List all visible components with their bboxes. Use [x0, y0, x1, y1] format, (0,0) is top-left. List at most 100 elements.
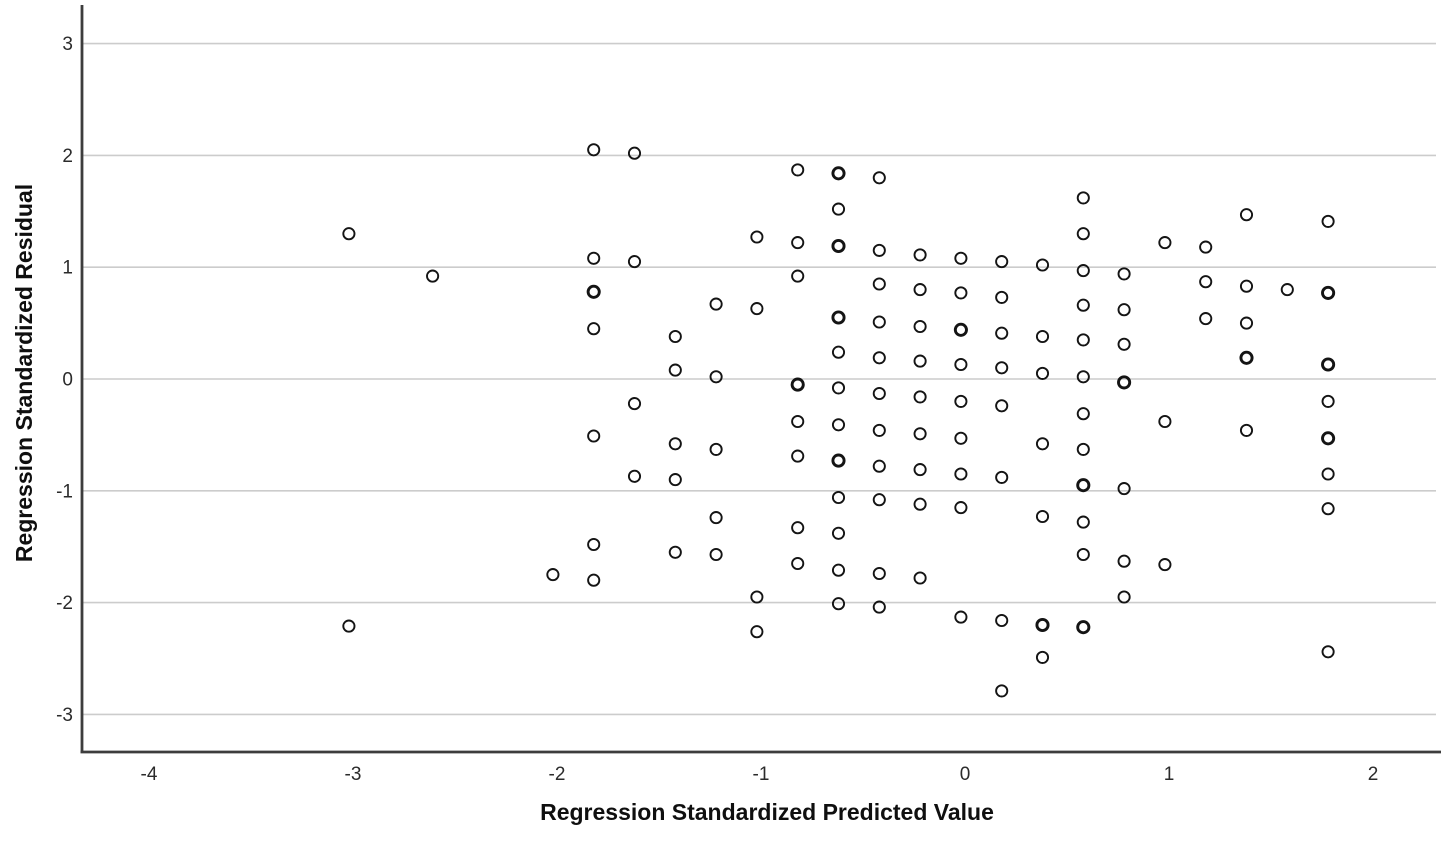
scatter-point — [668, 329, 682, 344]
scatter-point — [791, 414, 805, 429]
scatter-point — [831, 418, 846, 432]
scatter-point — [1035, 650, 1050, 664]
scatter-point — [1239, 316, 1254, 330]
scatter-point — [750, 302, 764, 316]
scatter-point — [1035, 509, 1050, 524]
scatter-point — [995, 470, 1009, 484]
scatter-point — [668, 473, 682, 487]
scatter-point — [954, 501, 968, 515]
x-tick-label--2: -2 — [549, 764, 566, 785]
scatter-point — [1158, 558, 1172, 572]
scatter-point — [1076, 370, 1090, 384]
scatter-point — [1321, 431, 1336, 446]
scatter-point — [1321, 645, 1335, 659]
scatter-point — [913, 390, 927, 404]
scatter-point — [831, 381, 846, 395]
scatter-point — [1321, 214, 1335, 228]
scatter-point — [831, 310, 846, 325]
scatter-point — [872, 493, 886, 507]
scatter-point — [1076, 620, 1091, 635]
scatter-point — [831, 453, 846, 468]
scatter-point — [627, 469, 642, 483]
scatter-point — [995, 326, 1009, 340]
scatter-point — [342, 619, 356, 633]
scatter-point — [709, 297, 723, 311]
scatter-point — [750, 625, 764, 639]
y-tick-label-3: 3 — [62, 34, 73, 55]
scatter-point — [831, 345, 846, 359]
scatter-point — [831, 563, 846, 577]
y-tick-label--3: -3 — [56, 705, 73, 726]
axes — [80, 5, 1441, 754]
scatter-point — [426, 269, 440, 283]
x-tick-label-1: 1 — [1164, 764, 1175, 785]
scatter-point — [1035, 437, 1050, 451]
y-tick-label-1: 1 — [62, 258, 73, 279]
scatter-point — [954, 286, 968, 300]
scatter-point — [750, 230, 764, 244]
scatter-point — [831, 526, 846, 540]
scatter-point — [995, 255, 1009, 269]
y-tick-label-0: 0 — [62, 370, 73, 391]
scatter-point — [872, 386, 886, 401]
scatter-point — [709, 370, 723, 384]
scatter-point — [709, 547, 723, 562]
scatter-point — [587, 573, 601, 587]
scatter-point — [587, 143, 601, 157]
scatter-point — [1117, 375, 1132, 390]
scatter-point — [831, 597, 846, 611]
scatter-point — [1117, 554, 1131, 568]
scatter-point — [750, 590, 764, 604]
scatter-point — [1076, 515, 1090, 529]
x-axis-title: Regression Standardized Predicted Value — [540, 799, 994, 825]
tick-labels: 3 2 1 0 -1 -2 -3 -4 -3 -2 -1 0 1 2 — [56, 34, 1378, 785]
scatter-point — [995, 399, 1009, 413]
scatter-point — [872, 600, 886, 614]
scatter-point — [1117, 267, 1131, 281]
x-tick-label--3: -3 — [345, 764, 362, 785]
scatter-point — [791, 556, 805, 571]
scatter-point — [709, 442, 723, 456]
scatter-point — [1076, 407, 1090, 421]
scatter-point — [791, 236, 805, 250]
scatter-point — [913, 248, 927, 262]
scatter-point — [1158, 414, 1172, 429]
scatter-point — [668, 545, 682, 559]
scatter-point — [587, 322, 601, 336]
scatter-point — [342, 227, 356, 241]
scatter-point — [831, 238, 846, 254]
scatter-point — [913, 427, 927, 441]
scatter-point — [913, 319, 927, 334]
scatter-point — [954, 467, 968, 481]
scatter-point — [1076, 333, 1090, 347]
x-tick-label-0: 0 — [960, 764, 971, 785]
scatter-point — [872, 351, 886, 365]
scatter-point — [587, 251, 601, 265]
scatter-point — [587, 537, 601, 552]
scatter-point — [872, 171, 886, 185]
scatter-point — [1035, 366, 1050, 380]
scatter-point — [790, 377, 805, 392]
scatter-point — [1321, 285, 1336, 300]
scatter-point — [1239, 423, 1254, 437]
y-tick-label--2: -2 — [56, 593, 73, 614]
scatter-point — [831, 166, 846, 181]
scatter-point — [1117, 590, 1131, 604]
scatter-point — [913, 571, 927, 585]
scatter-point — [1035, 617, 1050, 633]
scatter-point — [954, 394, 968, 408]
scatter-point — [1199, 312, 1213, 326]
scatter-point — [831, 490, 846, 505]
scatter-point — [546, 568, 560, 582]
scatter-point — [1280, 283, 1294, 297]
scatter-point — [954, 431, 968, 445]
scatter-point — [872, 459, 886, 473]
scatter-point — [1117, 303, 1131, 317]
scatter-point — [1239, 208, 1254, 222]
scatter-point — [1076, 227, 1090, 241]
scatter-point — [995, 290, 1009, 304]
scatter-point — [791, 449, 805, 463]
scatter-point — [1076, 191, 1090, 205]
scatter-point — [1239, 350, 1254, 365]
